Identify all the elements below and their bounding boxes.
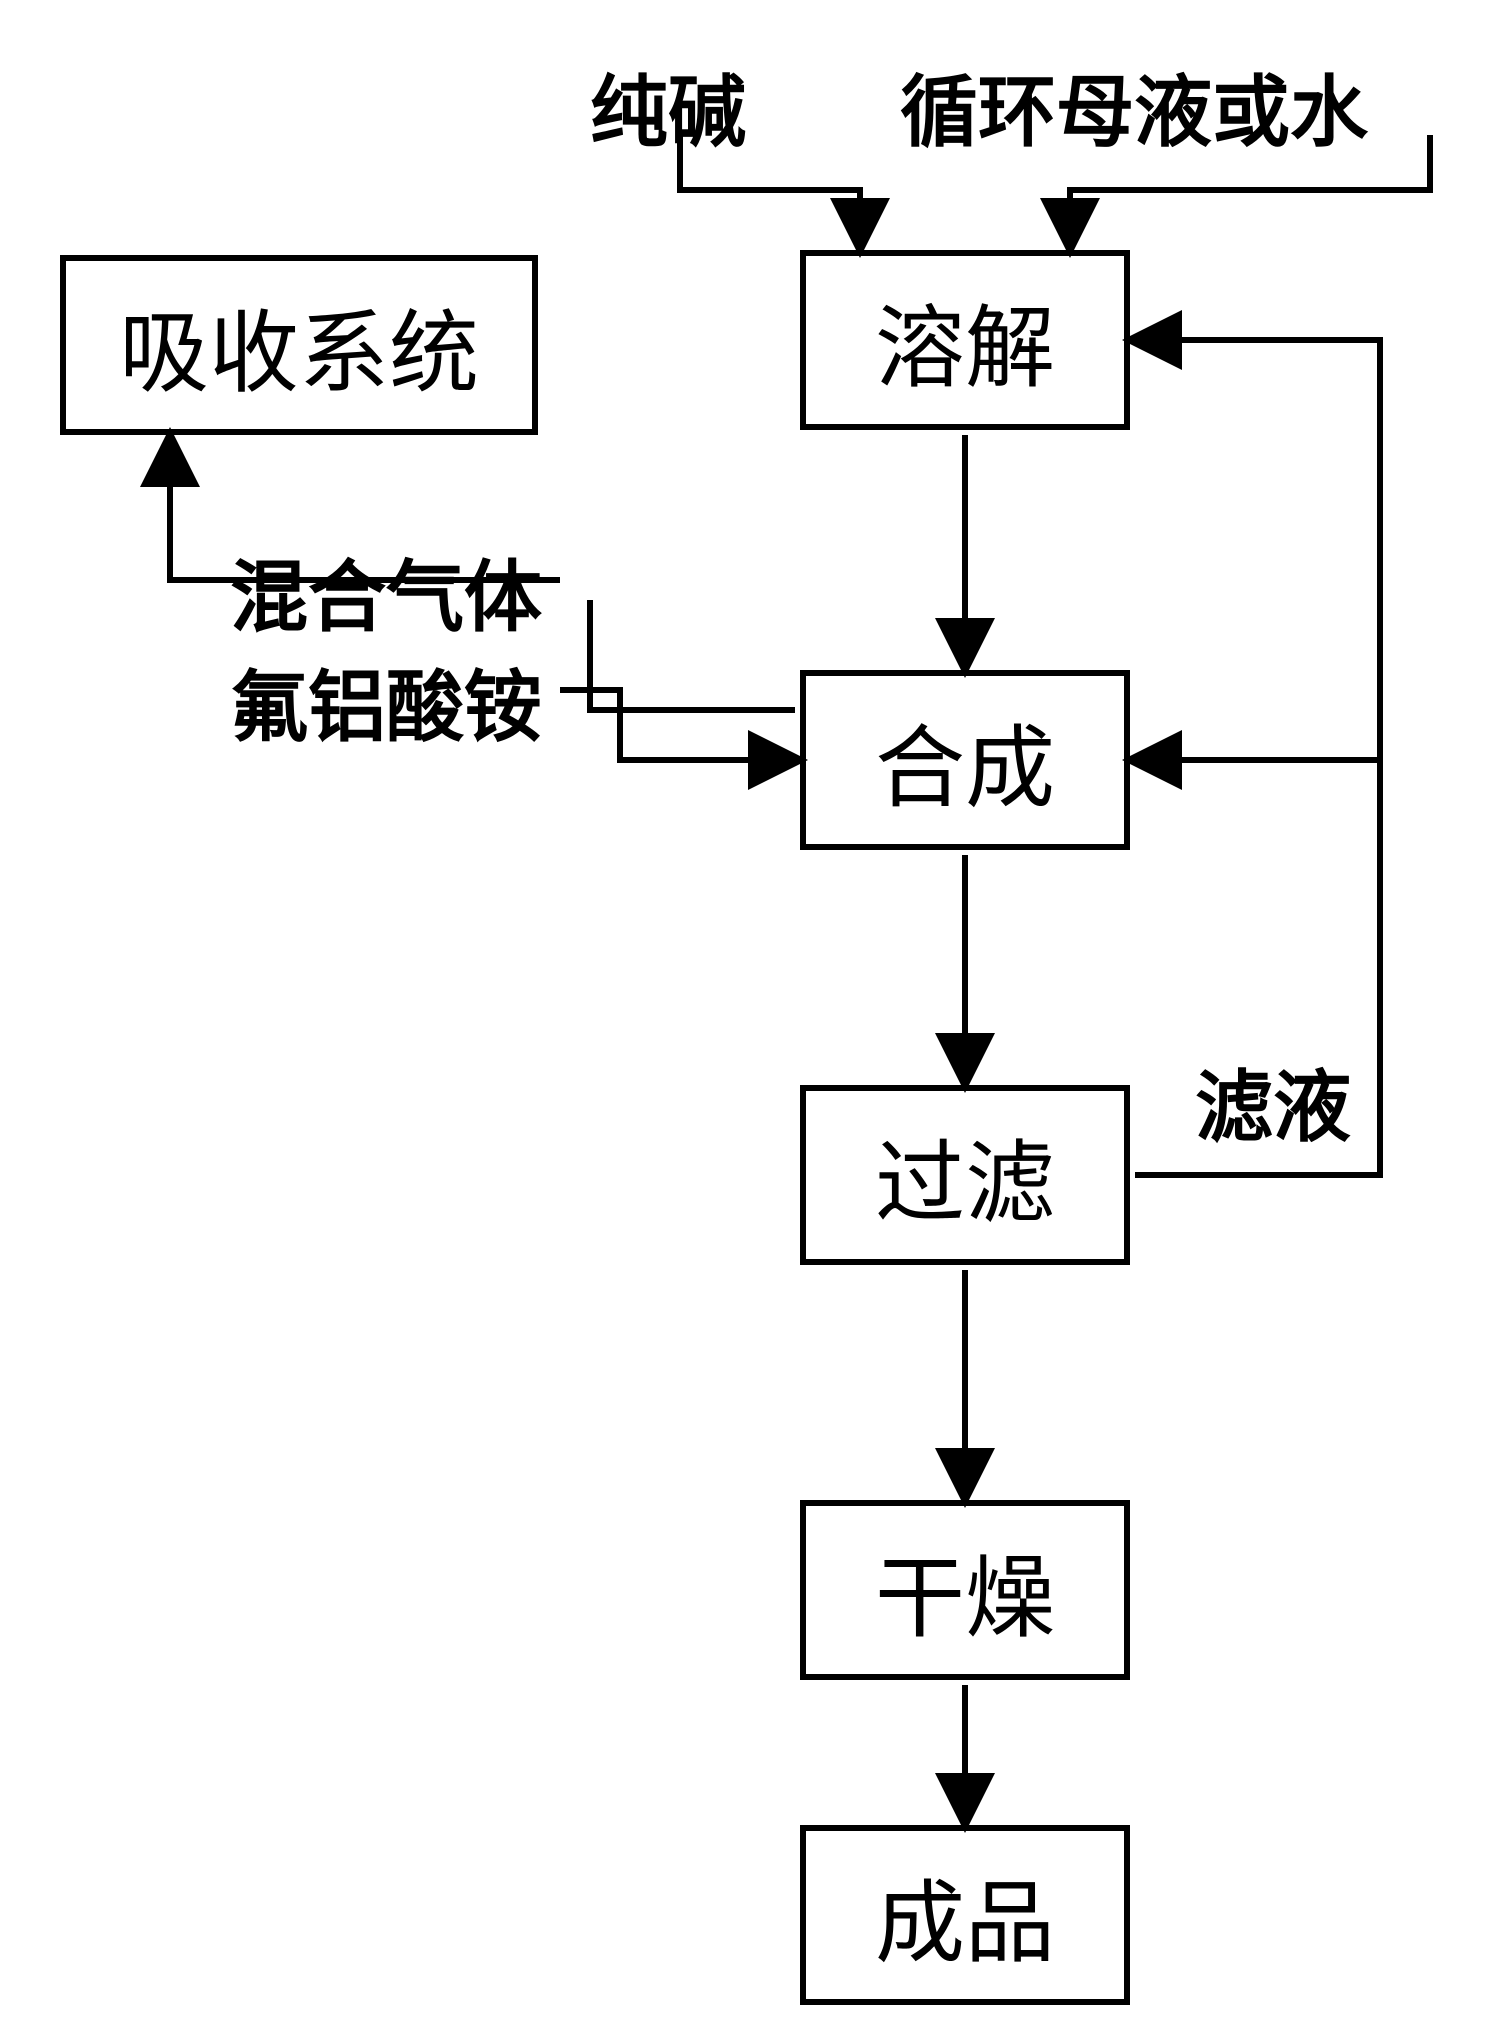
label-soda-ash: 纯碱 (590, 50, 746, 162)
node-product: 成品 (800, 1825, 1130, 2005)
node-absorption-label: 吸收系统 (119, 280, 479, 410)
label-mixed-gas: 混合气体 (230, 535, 542, 647)
label-ammonium-fluoroaluminate: 氟铝酸铵 (230, 645, 542, 757)
node-dissolve: 溶解 (800, 250, 1130, 430)
node-absorption-system: 吸收系统 (60, 255, 538, 435)
node-dissolve-label: 溶解 (875, 275, 1055, 405)
node-filter-label: 过滤 (875, 1110, 1055, 1240)
node-synthesis-label: 合成 (875, 695, 1055, 825)
node-synthesis: 合成 (800, 670, 1130, 850)
node-dry: 干燥 (800, 1500, 1130, 1680)
edge-ammonium-to-synthesis (560, 690, 790, 760)
edge-synthesis-out-left (590, 600, 795, 710)
node-product-label: 成品 (875, 1850, 1055, 1980)
node-dry-label: 干燥 (875, 1525, 1055, 1655)
node-filter: 过滤 (800, 1085, 1130, 1265)
label-filtrate: 滤液 (1195, 1045, 1351, 1157)
label-mother-liquor: 循环母液或水 (900, 50, 1368, 162)
